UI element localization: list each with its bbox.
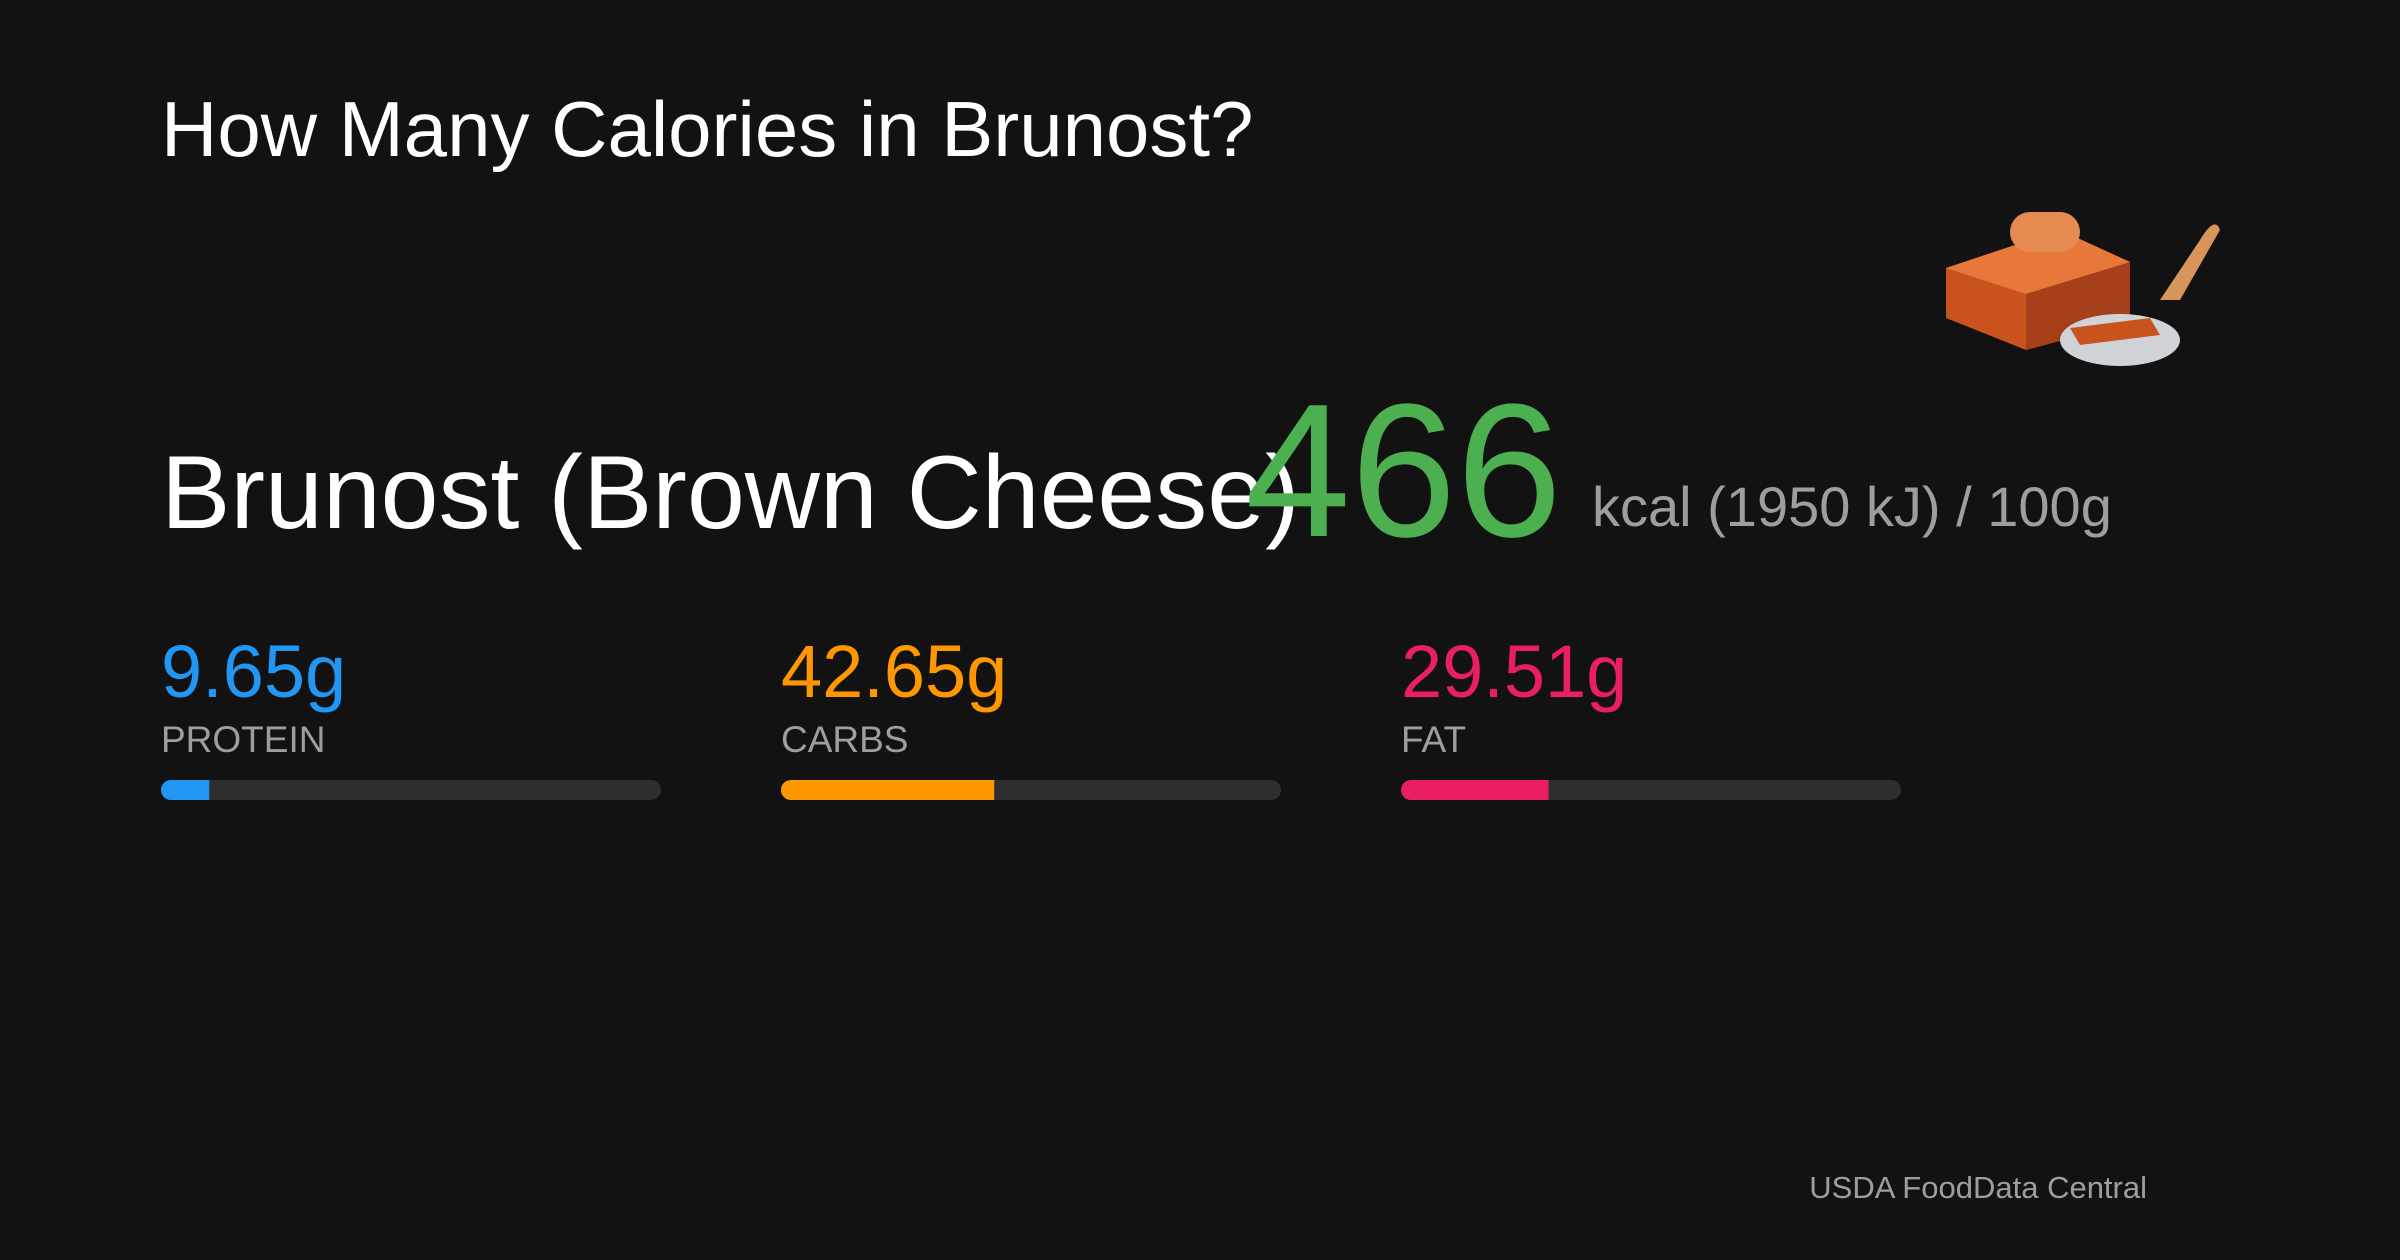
macro-track [161, 780, 661, 800]
macro-name: FAT [1401, 719, 1466, 760]
source: USDA FoodData Central [1809, 1170, 2147, 1205]
calories-value: 466 [1245, 365, 1562, 577]
macro-name: CARBS [781, 719, 908, 760]
macro-value: 42.65g [781, 630, 1007, 713]
macro-bar [1401, 780, 1549, 800]
macro-value: 9.65g [161, 630, 346, 713]
macro-value: 29.51g [1401, 630, 1627, 713]
cheese-illustration [1946, 212, 2220, 366]
food-name: Brunost (Brown Cheese) [161, 435, 1300, 551]
calories-unit: kcal (1950 kJ) / 100g [1592, 475, 2112, 538]
macro-bar [161, 780, 210, 800]
title: How Many Calories in Brunost? [161, 85, 1253, 173]
macro-bar [781, 780, 995, 800]
macro-name: PROTEIN [161, 719, 325, 760]
